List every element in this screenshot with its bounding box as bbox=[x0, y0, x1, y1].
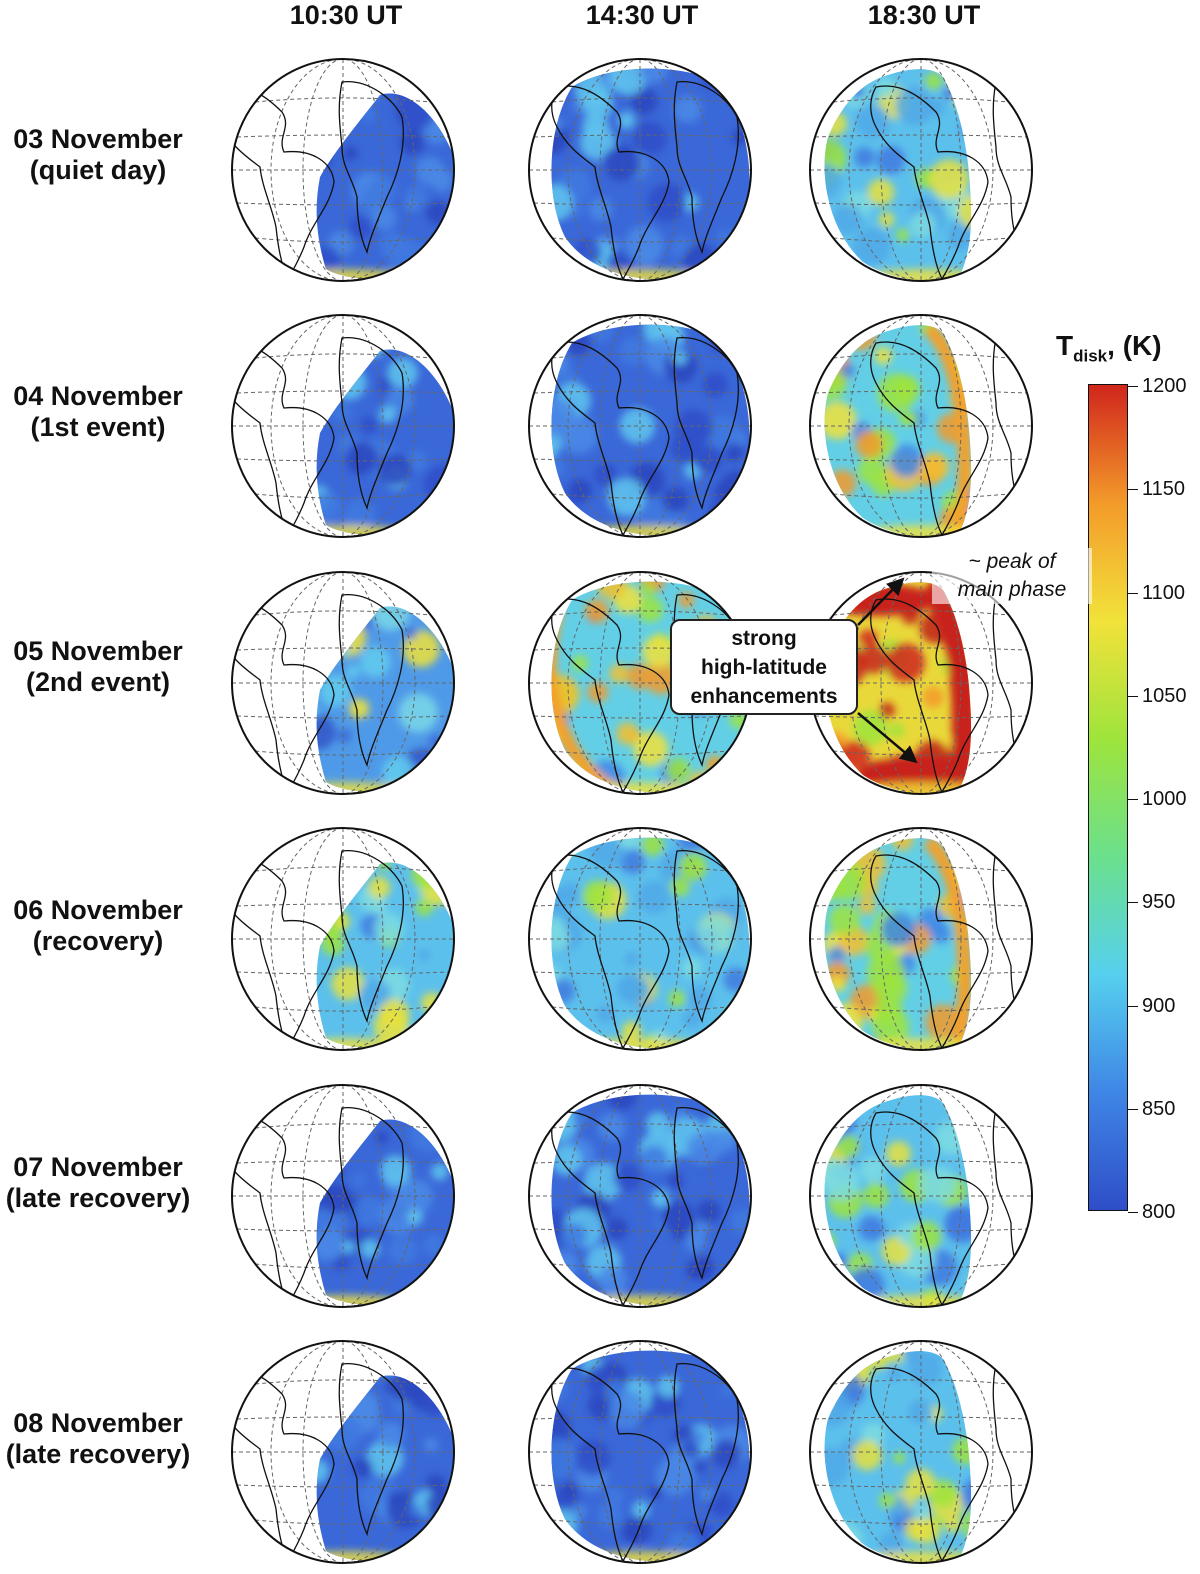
globe-map-r2-c2 bbox=[527, 313, 753, 539]
globe-map-r5-c2 bbox=[527, 1083, 753, 1309]
column-header-1030: 10:30 UT bbox=[289, 0, 403, 30]
globe-outline bbox=[528, 314, 752, 538]
colorbar-tick bbox=[1128, 799, 1138, 800]
graticule bbox=[810, 1341, 1032, 1563]
coastline bbox=[232, 337, 404, 537]
colorbar-tick-label: 1050 bbox=[1142, 684, 1187, 707]
colorbar-tick-label: 950 bbox=[1142, 891, 1176, 914]
colorbar-tick bbox=[1128, 1108, 1138, 1110]
globe-outline bbox=[231, 571, 455, 795]
callout-line: strong bbox=[731, 627, 797, 650]
colorbar-tick-label: 900 bbox=[1142, 994, 1176, 1017]
globe-outline bbox=[231, 58, 455, 282]
globe-outline bbox=[231, 1340, 455, 1564]
row-note: (quiet day) bbox=[29, 155, 167, 185]
globe-outline bbox=[528, 58, 752, 282]
graticule bbox=[810, 59, 1032, 281]
graticule bbox=[232, 315, 454, 537]
globe-map-r2-c1 bbox=[230, 313, 456, 539]
globe-map-r3-c1 bbox=[230, 570, 456, 796]
row-date: 08 November bbox=[13, 1408, 183, 1438]
row-label-08-nov: 08 November (late recovery) bbox=[0, 1408, 196, 1470]
globe-outline bbox=[528, 1340, 752, 1564]
peak-note: ~ peak of main phase bbox=[932, 548, 1092, 604]
globe-outline bbox=[809, 1084, 1033, 1308]
colorbar-tick-label: 850 bbox=[1142, 1097, 1176, 1120]
globe-outline bbox=[809, 827, 1033, 1051]
colorbar bbox=[1088, 384, 1128, 1211]
graticule bbox=[232, 828, 454, 1050]
row-label-03-nov: 03 November (quiet day) bbox=[0, 124, 196, 186]
globe-map-r4-c1 bbox=[230, 826, 456, 1052]
globe-map-r1-c1 bbox=[230, 57, 456, 283]
globe-map-r1-c3 bbox=[808, 57, 1034, 283]
graticule bbox=[232, 1341, 454, 1563]
colorbar-tick bbox=[1128, 386, 1138, 387]
row-label-07-nov: 07 November (late recovery) bbox=[0, 1152, 196, 1214]
colorbar-tick bbox=[1128, 902, 1138, 904]
column-header-1430: 14:30 UT bbox=[585, 0, 699, 30]
graticule bbox=[810, 1085, 1032, 1307]
globe-outline bbox=[231, 827, 455, 1051]
graticule bbox=[232, 1085, 454, 1307]
row-date: 07 November bbox=[13, 1152, 183, 1182]
globe-map-r6-c2 bbox=[527, 1339, 753, 1565]
row-label-06-nov: 06 November (recovery) bbox=[0, 895, 196, 957]
colorbar-tick bbox=[1128, 489, 1138, 491]
globe-map-r4-c3 bbox=[808, 826, 1034, 1052]
row-note: (2nd event) bbox=[25, 667, 171, 697]
globe-outline bbox=[231, 314, 455, 538]
callout-line: enhancements bbox=[690, 685, 838, 708]
row-date: 04 November bbox=[13, 381, 183, 411]
colorbar-tick-label: 800 bbox=[1142, 1201, 1176, 1223]
row-note: (1st event) bbox=[30, 412, 166, 442]
colorbar-tick bbox=[1128, 695, 1138, 697]
coastline bbox=[232, 1107, 404, 1307]
colorbar-tick-label: 1100 bbox=[1142, 581, 1186, 604]
colorbar-tick bbox=[1128, 1212, 1138, 1213]
callout-box: strong high-latitude enhancements bbox=[670, 619, 858, 715]
peak-note-line: ~ peak of bbox=[968, 550, 1056, 573]
graticule bbox=[232, 59, 454, 281]
colorbar-tick bbox=[1128, 592, 1138, 594]
row-date: 05 November bbox=[13, 636, 183, 666]
colorbar-title: Tdisk, (K) bbox=[1056, 330, 1162, 366]
coastline bbox=[232, 1363, 404, 1563]
globe-map-r6-c1 bbox=[230, 1339, 456, 1565]
colorbar-tick-label: 1200 bbox=[1142, 375, 1187, 397]
row-note: (late recovery) bbox=[5, 1183, 191, 1213]
globe-map-r5-c3 bbox=[808, 1083, 1034, 1309]
globe-map-r1-c2 bbox=[527, 57, 753, 283]
graticule bbox=[232, 572, 454, 794]
globe-outline bbox=[528, 827, 752, 1051]
row-label-04-nov: 04 November (1st event) bbox=[0, 381, 196, 443]
globe-map-r4-c2 bbox=[527, 826, 753, 1052]
row-label-05-nov: 05 November (2nd event) bbox=[0, 636, 196, 698]
colorbar-tick-label: 1150 bbox=[1142, 478, 1186, 501]
globe-outline bbox=[231, 1084, 455, 1308]
coastline bbox=[232, 594, 404, 794]
colorbar-tick-label: 1000 bbox=[1142, 788, 1187, 810]
globe-outline bbox=[809, 1340, 1033, 1564]
graticule bbox=[810, 315, 1032, 537]
row-date: 06 November bbox=[13, 895, 183, 925]
row-note: (late recovery) bbox=[5, 1439, 191, 1469]
graticule bbox=[810, 828, 1032, 1050]
peak-note-line: main phase bbox=[957, 578, 1067, 601]
coastline bbox=[232, 81, 404, 281]
globe-map-r6-c3 bbox=[808, 1339, 1034, 1565]
globe-outline bbox=[809, 314, 1033, 538]
row-note: (recovery) bbox=[32, 926, 164, 956]
callout-line: high-latitude bbox=[701, 656, 827, 679]
globe-outline bbox=[528, 1084, 752, 1308]
globe-map-r2-c3 bbox=[808, 313, 1034, 539]
column-header-1830: 18:30 UT bbox=[867, 0, 981, 30]
colorbar-tick bbox=[1128, 1005, 1138, 1007]
row-date: 03 November bbox=[13, 124, 183, 154]
coastline bbox=[232, 850, 404, 1050]
globe-outline bbox=[809, 58, 1033, 282]
globe-map-r5-c1 bbox=[230, 1083, 456, 1309]
